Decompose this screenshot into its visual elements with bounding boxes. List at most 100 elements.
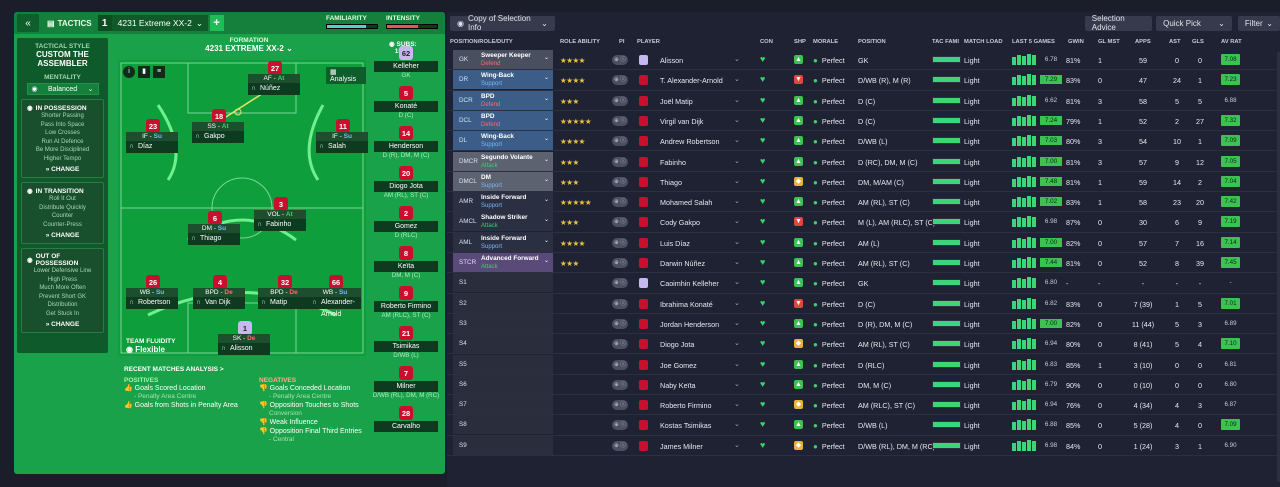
table-row[interactable]: GK Sweeper Keeper Defend ⌄ ★★★★ ⊕ ⓘ Alisson ⌄ ♥ ▲…	[447, 50, 1280, 71]
role-select[interactable]: Shadow Striker Attack ⌄	[479, 212, 553, 232]
column-header[interactable]: GL MST	[1098, 39, 1120, 45]
table-row[interactable]: S8 ⊕ ⓘ Kostas Tsimikas ⌄ ♥ ▲ Perfect D/WB (L) Li…	[447, 415, 1280, 436]
player-name[interactable]: Thiago	[660, 177, 682, 187]
analysis-button[interactable]: ▦ Analysis	[326, 67, 366, 84]
role-select[interactable]: Sweeper Keeper Defend ⌄	[479, 50, 553, 69]
role-select[interactable]	[479, 435, 553, 455]
chevron-down-icon[interactable]: ⌄	[734, 198, 740, 206]
table-row[interactable]: AML Inside Forward Support ⌄ ★★★★ ⊕ ⓘ Luis Día…	[447, 232, 1280, 253]
tactical-style[interactable]: TACTICAL STYLE CUSTOM THE ASSEMBLER	[17, 38, 108, 68]
column-header[interactable]: GLS	[1192, 39, 1204, 45]
filter-button[interactable]: Filter ⌄	[1237, 15, 1280, 31]
player-role[interactable]: SK - De	[218, 334, 270, 343]
quick-pick-button[interactable]: Quick Pick ⌄	[1156, 15, 1232, 31]
formation-title-select[interactable]: 4231 EXTREME XX-2 ⌄	[205, 44, 293, 53]
in-transition-change-button[interactable]: » CHANGE	[45, 232, 80, 239]
table-row[interactable]: S3 ⊕ ⓘ Jordan Henderson ⌄ ♥ ▲ Perfect D (R), DM…	[447, 313, 1280, 335]
chevron-down-icon[interactable]: ⌄	[734, 421, 740, 429]
role-select[interactable]: Inside Forward Support ⌄	[479, 232, 553, 252]
column-header[interactable]: PI	[619, 39, 625, 45]
sub-player[interactable]: 7 Milner D/WB (RL), DM, M (RC)	[370, 366, 442, 406]
player-instructions-toggle[interactable]: ⊕ ⓘ	[612, 217, 628, 228]
chevron-down-icon[interactable]: ⌄	[734, 56, 740, 63]
column-header[interactable]: APPS	[1135, 39, 1151, 45]
role-select[interactable]: Wing-Back Support ⌄	[479, 131, 553, 151]
player-name[interactable]: Kostas Tsimikas	[660, 421, 712, 431]
player-name[interactable]: Virgil van Dijk	[660, 116, 704, 126]
role-select[interactable]: DM Support ⌄	[479, 171, 553, 191]
role-select[interactable]: BPD Defend ⌄	[479, 110, 553, 130]
chevron-down-icon[interactable]: ⌄	[734, 76, 740, 84]
player-name[interactable]: Ibrahima Konaté	[660, 299, 713, 309]
player-role[interactable]: AF - At	[248, 74, 300, 83]
sub-player[interactable]: 9 Roberto Firmino AM (RLC), ST (C)	[370, 286, 442, 326]
chevron-down-icon[interactable]: ⌄	[734, 157, 740, 165]
player-instructions-toggle[interactable]: ⊕ ⓘ	[612, 95, 628, 106]
chevron-down-icon[interactable]: ⌄	[734, 360, 740, 368]
sub-player[interactable]: 2 Gomez D (RLC)	[370, 206, 442, 246]
role-select[interactable]: Advanced Forward Attack ⌄	[479, 253, 553, 272]
player-instructions-toggle[interactable]: ⊕ ⓘ	[612, 379, 628, 390]
player-role[interactable]: IF - Su	[316, 132, 368, 141]
table-row[interactable]: S9 ⊕ ⓘ James Milner ⌄ ♥ ◆ Perfect D/WB (RL), DM…	[447, 435, 1280, 456]
player-role[interactable]: VOL - At	[254, 210, 306, 219]
column-header[interactable]: TAC FAMI	[932, 39, 959, 45]
table-row[interactable]: S1 ⊕ ⓘ Caoimhin Kelleher ⌄ ♥ ▲ Perfect GK Light 6…	[447, 273, 1280, 294]
add-tactic-button[interactable]: +	[209, 15, 224, 31]
player-instructions-toggle[interactable]: ⊕ ⓘ	[612, 176, 628, 187]
player-instructions-toggle[interactable]: ⊕ ⓘ	[612, 156, 628, 167]
column-header[interactable]: GWIN	[1068, 39, 1084, 45]
chevron-down-icon[interactable]: ⌄	[734, 299, 740, 307]
collapse-button[interactable]: «	[17, 14, 39, 32]
player-name[interactable]: Alisson	[660, 56, 684, 65]
player-instructions-toggle[interactable]: ⊕ ⓘ	[612, 55, 628, 65]
column-header[interactable]: MORALE	[813, 39, 839, 45]
player-name[interactable]: Darwin Núñez	[660, 259, 706, 268]
sub-player[interactable]: 28 Carvalho	[370, 406, 442, 446]
column-header[interactable]: CON	[760, 39, 773, 45]
player-role[interactable]: DM - Su	[188, 224, 240, 233]
pitch-player-card[interactable]: 6DM - SuThiago	[188, 211, 240, 247]
player-instructions-toggle[interactable]: ⊕ ⓘ	[612, 298, 628, 309]
role-select[interactable]: Inside Forward Support ⌄	[479, 192, 553, 212]
bar-chart-icon[interactable]: ▮	[138, 66, 150, 78]
player-name[interactable]: Andrew Robertson	[660, 137, 720, 147]
role-select[interactable]	[479, 293, 553, 313]
player-name[interactable]: Caoimhin Kelleher	[660, 279, 719, 289]
role-select[interactable]: Wing-Back Support ⌄	[479, 70, 553, 90]
player-name[interactable]: Jordan Henderson	[660, 319, 720, 329]
player-name[interactable]: Mohamed Salah	[660, 198, 713, 208]
column-header[interactable]: AV RAT	[1221, 39, 1242, 45]
out-of-possession-change-button[interactable]: » CHANGE	[45, 321, 80, 328]
chevron-down-icon[interactable]: ⌄	[734, 218, 740, 226]
tactic-slot[interactable]: 1	[97, 15, 112, 31]
formation-select[interactable]: 4231 Extreme XX-2 ⌄	[111, 15, 208, 31]
chevron-down-icon[interactable]: ⌄	[734, 96, 740, 104]
chevron-down-icon[interactable]: ⌄	[734, 238, 740, 246]
player-role[interactable]: WB - Su	[309, 288, 361, 297]
sub-player[interactable]: 62 Kelleher GK	[370, 46, 442, 86]
chevron-down-icon[interactable]: ⌄	[734, 401, 740, 409]
player-instructions-toggle[interactable]: ⊕ ⓘ	[612, 136, 628, 147]
player-instructions-toggle[interactable]: ⊕ ⓘ	[612, 197, 628, 208]
table-row[interactable]: DR Wing-Back Support ⌄ ★★★★ ⊕ ⓘ T. Alexander-A…	[447, 70, 1280, 91]
table-row[interactable]: S5 ⊕ ⓘ Joe Gomez ⌄ ♥ ▲ Perfect D (RLC) Light 6.83…	[447, 354, 1280, 375]
tactics-tab[interactable]: ▤ TACTICS	[47, 19, 92, 28]
player-name[interactable]: Cody Gakpo	[660, 218, 700, 228]
chevron-down-icon[interactable]: ⌄	[734, 137, 740, 145]
table-row[interactable]: S4 ⊕ ⓘ Diogo Jota ⌄ ♥ ◆ Perfect AM (RL), ST (C)…	[447, 334, 1280, 355]
player-role[interactable]: BPD - De	[258, 288, 310, 297]
player-instructions-toggle[interactable]: ⊕ ⓘ	[612, 318, 628, 329]
sub-player[interactable]: 14 Henderson D (R), DM, M (C)	[370, 126, 442, 166]
role-select[interactable]	[479, 313, 553, 333]
role-select[interactable]	[479, 354, 553, 374]
player-instructions-toggle[interactable]: ⊕ ⓘ	[612, 115, 628, 126]
sub-player[interactable]: 5 Konaté D (C)	[370, 86, 442, 126]
